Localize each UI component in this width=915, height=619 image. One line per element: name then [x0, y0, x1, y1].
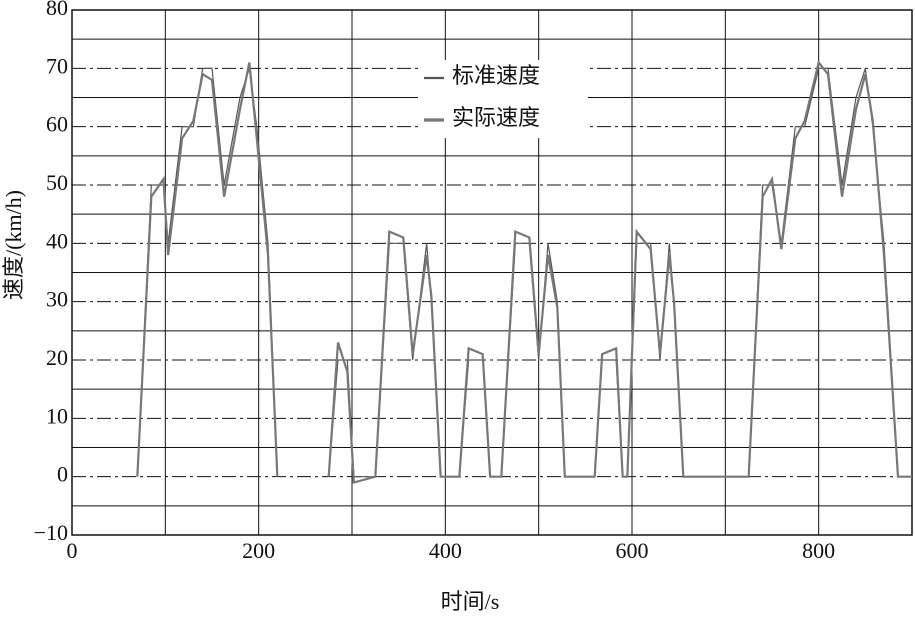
y-tick-label: −10 — [34, 520, 68, 545]
y-tick-label: 0 — [57, 462, 68, 487]
y-tick-label: 30 — [46, 287, 68, 312]
y-tick-label: 70 — [46, 53, 68, 78]
x-tick-label: 400 — [429, 538, 462, 563]
y-tick-label: 50 — [46, 170, 68, 195]
y-tick-label: 20 — [46, 345, 68, 370]
data-line — [136, 60, 912, 484]
y-tick-label: 10 — [46, 403, 68, 428]
x-tick-label: 200 — [242, 538, 275, 563]
legend-label: 实际速度 — [452, 105, 540, 130]
x-tick-label: 800 — [802, 538, 835, 563]
x-tick-label: 600 — [616, 538, 649, 563]
y-tick-label: 60 — [46, 112, 68, 137]
y-tick-label: 40 — [46, 228, 68, 253]
x-tick-label: 0 — [67, 538, 78, 563]
plot-frame — [71, 9, 913, 536]
legend-label: 标准速度 — [452, 63, 540, 88]
x-axis-label: 时间/s — [441, 589, 500, 614]
y-axis-label: 速度/(km/h) — [1, 190, 26, 300]
y-tick-label: 80 — [46, 0, 68, 20]
legend-background — [418, 60, 588, 138]
